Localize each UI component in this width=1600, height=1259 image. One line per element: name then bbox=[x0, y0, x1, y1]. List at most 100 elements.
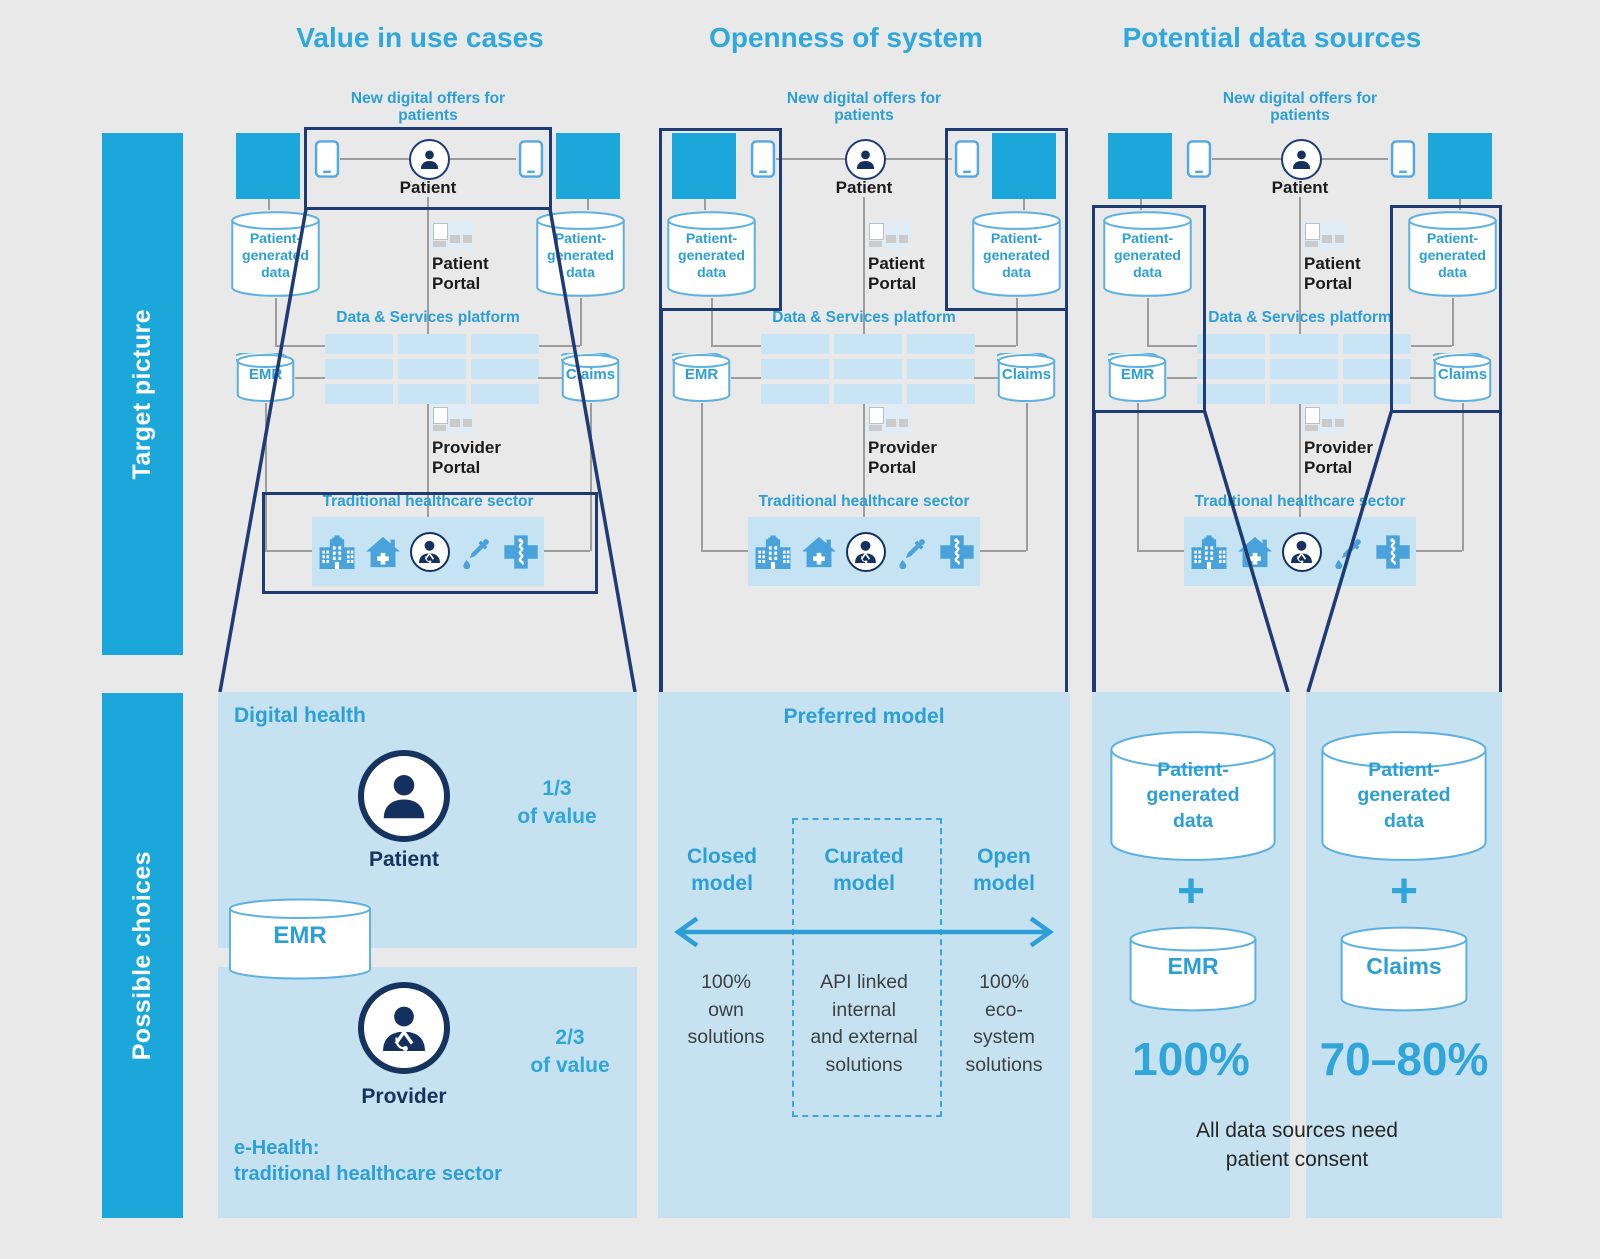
platform-cell bbox=[398, 384, 466, 404]
row-label-target-picture: Target picture bbox=[102, 133, 183, 655]
data-source-emr-box: Patient- generated data + EMR 100% bbox=[1092, 692, 1290, 1218]
emr-label: EMR bbox=[273, 922, 327, 949]
platform-cell bbox=[1343, 384, 1411, 404]
doctor-icon bbox=[409, 531, 450, 572]
claims-db: Claims bbox=[997, 353, 1056, 403]
clinic-house-icon bbox=[1237, 536, 1272, 567]
patient-generated-data-db-large: Patient- generated data bbox=[1108, 728, 1278, 864]
doctor-icon bbox=[845, 531, 886, 572]
ehealth-box: Provider 2/3 of value e-Health: traditio… bbox=[218, 967, 637, 1218]
open-model-description: 100% eco- system solutions bbox=[965, 971, 1043, 1077]
patient-label: Patient bbox=[1271, 178, 1329, 197]
patient-generated-data-db-large: Patient- generated data bbox=[1319, 728, 1489, 864]
digital-offer-block-left bbox=[236, 133, 300, 199]
phone-icon bbox=[1390, 140, 1416, 178]
clinic-house-icon bbox=[801, 536, 836, 567]
connector-line bbox=[701, 550, 748, 552]
dropper-icon bbox=[1334, 539, 1361, 569]
claims-db: Claims bbox=[561, 353, 620, 403]
patient-generated-data-db: Patient- generated data bbox=[230, 210, 321, 298]
connector-line bbox=[711, 345, 761, 347]
traditional-healthcare-band bbox=[1184, 517, 1416, 586]
phone-icon bbox=[518, 140, 544, 178]
connector-line bbox=[1299, 404, 1301, 517]
pgd-label: Patient- generated data bbox=[1419, 230, 1486, 281]
highlight-box-patient-col1 bbox=[304, 127, 552, 210]
platform-cell bbox=[834, 334, 902, 354]
platform-cell bbox=[1197, 334, 1265, 354]
closed-model-label: Closed model bbox=[686, 845, 757, 895]
patient-portal-icon bbox=[1302, 221, 1346, 249]
connector-line bbox=[1410, 377, 1434, 379]
highlight-box-left-col3 bbox=[1092, 205, 1206, 413]
closed-model-description: 100% own solutions bbox=[687, 971, 765, 1049]
platform-cell bbox=[1343, 359, 1411, 379]
connector-line bbox=[275, 298, 277, 346]
column-header-data-sources: Potential data sources bbox=[1122, 22, 1422, 53]
connector-line bbox=[1319, 158, 1388, 160]
patient-generated-data-db: Patient- generated data bbox=[666, 210, 757, 298]
platform-cell bbox=[398, 359, 466, 379]
curated-model-label: Curated model bbox=[824, 845, 904, 895]
connector-line bbox=[1299, 197, 1301, 335]
patient-portal-icon bbox=[430, 221, 474, 249]
connector-line bbox=[275, 345, 325, 347]
connector-line bbox=[704, 199, 706, 210]
phone-icon bbox=[954, 140, 980, 178]
patient-portal-icon bbox=[866, 221, 910, 249]
doctor-icon bbox=[1281, 531, 1322, 572]
plus-sign: + bbox=[1389, 865, 1419, 918]
pharmacy-cross-icon bbox=[503, 534, 538, 569]
new-digital-offers-label: New digital offers for patients bbox=[350, 90, 506, 124]
connector-line bbox=[1026, 403, 1028, 551]
clinic-house-icon bbox=[365, 536, 400, 567]
pgd-label: Patient- generated data bbox=[1357, 759, 1451, 832]
connector-line bbox=[1023, 199, 1025, 210]
highlight-box-traditional-col1 bbox=[262, 492, 598, 594]
platform-label: Data & Services platform bbox=[772, 309, 956, 326]
connector-line bbox=[1416, 550, 1462, 552]
patient-generated-data-db: Patient- generated data bbox=[1407, 210, 1498, 298]
provider-icon-large bbox=[358, 982, 450, 1074]
dropper-icon bbox=[898, 539, 925, 569]
patient-consent-note: All data sources need patient consent bbox=[1196, 1119, 1398, 1172]
connector-line bbox=[538, 377, 562, 379]
connector-line bbox=[863, 197, 865, 335]
platform-grid bbox=[325, 334, 539, 404]
patient-label: Patient bbox=[399, 178, 457, 197]
connector-line bbox=[1459, 199, 1461, 210]
connector-line bbox=[1462, 403, 1464, 551]
patient-icon bbox=[409, 139, 450, 180]
provider-portal-icon bbox=[1302, 405, 1346, 433]
claims-db-large: Claims bbox=[1339, 925, 1469, 1013]
digital-health-title: Digital health bbox=[234, 704, 366, 727]
claims-label: Claims bbox=[1437, 366, 1488, 383]
pgd-label: Patient- generated data bbox=[1114, 230, 1181, 281]
patient-label: Patient bbox=[835, 178, 893, 197]
patient-label: Patient bbox=[368, 848, 439, 871]
connector-line bbox=[711, 298, 713, 346]
platform-label: Data & Services platform bbox=[336, 309, 520, 326]
connector-line bbox=[980, 550, 1026, 552]
curated-model-description: API linked internal and external solutio… bbox=[810, 971, 918, 1077]
connector-line bbox=[1452, 298, 1454, 346]
data-source-claims-box: Patient- generated data + Claims 70–80% bbox=[1306, 692, 1502, 1218]
emr-db-large: EMR bbox=[1128, 925, 1258, 1013]
platform-cell bbox=[761, 359, 829, 379]
claims-label: Claims bbox=[1366, 953, 1442, 979]
phone-icon bbox=[314, 140, 340, 178]
platform-cell bbox=[907, 384, 975, 404]
emr-label: EMR bbox=[1167, 953, 1219, 979]
connector-line bbox=[1016, 298, 1018, 346]
platform-cell bbox=[907, 334, 975, 354]
emr-db: EMR bbox=[236, 353, 295, 403]
connector-line bbox=[1137, 403, 1139, 551]
ehealth-footer: e-Health: traditional healthcare sector bbox=[234, 1137, 502, 1186]
curated-model-dashed-frame bbox=[792, 818, 942, 1117]
platform-cell bbox=[471, 334, 539, 354]
model-spectrum-arrow bbox=[674, 916, 1054, 948]
target-diagram-col2: New digital offers for patients Patient … bbox=[649, 88, 1079, 600]
pgd-label: Patient- generated data bbox=[1146, 759, 1240, 832]
claims-label: Claims bbox=[565, 366, 616, 383]
highlight-line-col3 bbox=[1498, 413, 1502, 692]
